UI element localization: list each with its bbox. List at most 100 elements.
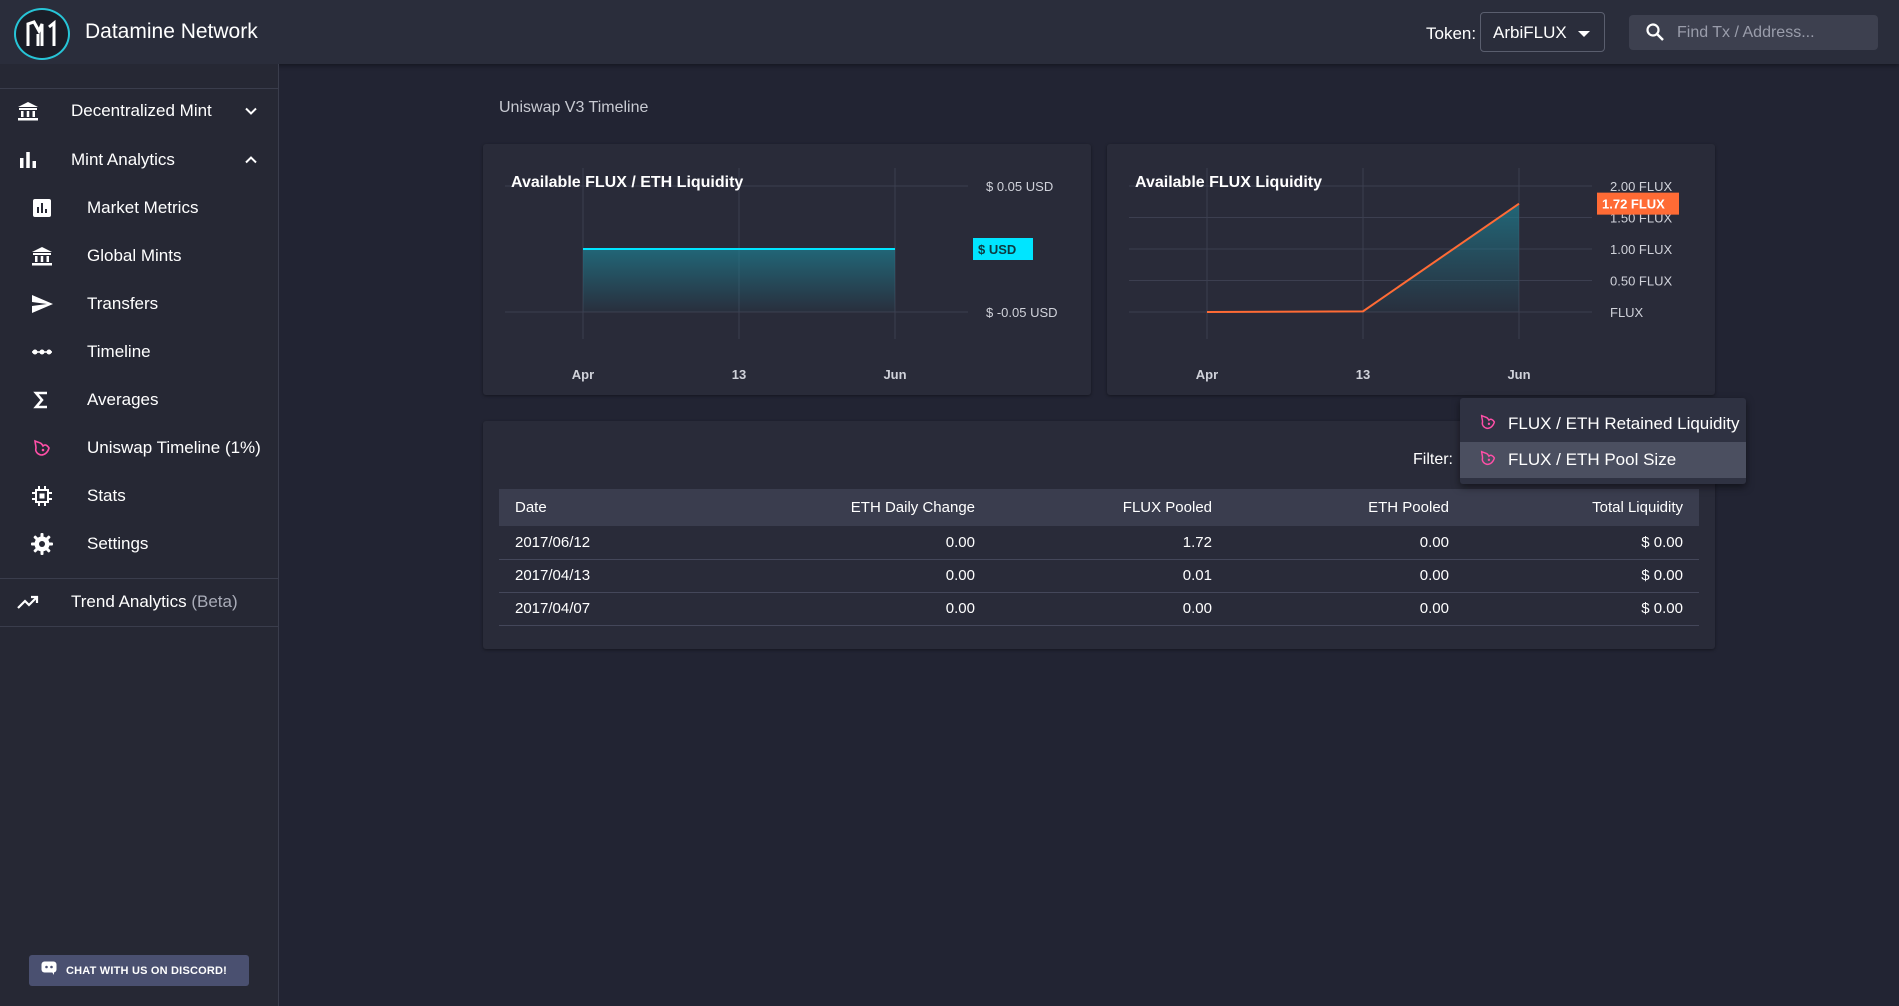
col-header-total-liquidity[interactable]: Total Liquidity	[1592, 499, 1683, 516]
sidebar: Decentralized Mint Mint Analytics Market…	[0, 64, 279, 1006]
chevron-up-icon	[242, 151, 260, 169]
page-title: Uniswap V3 Timeline	[499, 99, 649, 116]
sidebar-item-timeline[interactable]: Timeline	[0, 332, 279, 372]
search-icon	[1645, 22, 1665, 47]
cell-eth-daily-change: 0.00	[945, 600, 975, 617]
cell-date: 2017/04/13	[515, 567, 591, 584]
sigma-icon	[30, 388, 54, 412]
cell-eth-daily-change: 0.00	[945, 533, 975, 551]
caret-down-icon	[1578, 31, 1590, 37]
nav-group-label: Decentralized Mint	[71, 101, 212, 120]
sidebar-divider	[0, 88, 279, 89]
cell-eth-pooled: 0.00	[1419, 567, 1449, 584]
y-tick-label: 0.50 FLUX	[1610, 274, 1672, 289]
uniswap-icon	[30, 436, 54, 460]
sidebar-item-label: Global Mints	[87, 246, 182, 265]
nav-group-mint-analytics[interactable]: Mint Analytics	[0, 140, 279, 180]
filter-dropdown-menu: FLUX / ETH Retained Liquidity FLUX / ETH…	[1460, 398, 1746, 484]
uniswap-icon	[1478, 412, 1498, 437]
token-select-value: ArbiFLUX	[1493, 23, 1567, 42]
area-fill	[583, 249, 895, 312]
filter-option-label: FLUX / ETH Retained Liquidity	[1508, 414, 1740, 433]
y-tick-label: 1.00 FLUX	[1610, 242, 1672, 257]
discord-icon	[41, 961, 57, 980]
col-header-eth-pooled[interactable]: ETH Pooled	[1368, 499, 1449, 516]
filter-option-retained-liquidity[interactable]: FLUX / ETH Retained Liquidity	[1460, 406, 1746, 442]
discord-chat-button[interactable]: CHAT WITH US ON DISCORD!	[29, 955, 249, 986]
sidebar-divider	[0, 626, 279, 627]
nav-group-decentralized-mint[interactable]: Decentralized Mint	[0, 91, 279, 131]
sidebar-item-label: Market Metrics	[87, 198, 199, 217]
sidebar-item-label: Uniswap Timeline (1%)	[87, 438, 261, 457]
nav-group-label: Mint Analytics	[71, 150, 175, 169]
app-title[interactable]: Datamine Network	[85, 20, 258, 43]
chip-icon	[30, 484, 54, 508]
nav-trend-analytics[interactable]: Trend Analytics (Beta)	[0, 582, 279, 622]
col-header-flux-pooled[interactable]: FLUX Pooled	[1122, 499, 1212, 516]
bank-icon	[16, 99, 40, 123]
x-tick-label: 13	[1356, 367, 1370, 382]
col-header-date[interactable]: Date	[515, 499, 547, 516]
search-input[interactable]	[1677, 15, 1872, 50]
cell-total-liquidity: $ 0.00	[1641, 533, 1683, 551]
chart-card-flux-eth-liquidity: $ 0.05 USD $ -0.05 USD Apr 13 Jun $ USD Avail…	[483, 144, 1091, 395]
bank-icon	[30, 244, 54, 268]
sidebar-item-settings[interactable]: Settings	[0, 524, 279, 564]
table-row[interactable]: 2017/06/12 0.00 1.72 0.00 $ 0.00	[499, 526, 1699, 559]
bar-chart-icon	[16, 148, 40, 172]
send-icon	[30, 292, 54, 316]
sidebar-item-global-mints[interactable]: Global Mints	[0, 236, 279, 276]
x-tick-label: Jun	[883, 367, 906, 382]
sidebar-item-transfers[interactable]: Transfers	[0, 284, 279, 324]
table-row[interactable]: 2017/04/13 0.00 0.01 0.00 $ 0.00	[499, 559, 1699, 592]
cell-eth-pooled: 0.00	[1419, 533, 1449, 551]
token-label: Token:	[1426, 24, 1477, 43]
area-fill	[1207, 203, 1519, 312]
sidebar-item-label: Stats	[87, 486, 126, 505]
trend-label-text: Trend Analytics	[71, 592, 187, 611]
token-select[interactable]: ArbiFLUX	[1480, 12, 1605, 52]
chart-title: Available FLUX Liquidity	[1135, 174, 1322, 191]
sidebar-divider	[0, 578, 279, 579]
datamine-logo-icon[interactable]	[14, 8, 70, 60]
current-value-label: 1.72 FLUX	[1602, 197, 1665, 212]
trending-up-icon	[16, 590, 40, 614]
search-box[interactable]	[1629, 15, 1878, 50]
current-value-badge	[973, 238, 1033, 260]
cell-total-liquidity: $ 0.00	[1641, 567, 1683, 584]
sidebar-item-uniswap-timeline[interactable]: Uniswap Timeline (1%)	[0, 428, 279, 468]
y-tick-label: FLUX	[1610, 305, 1644, 320]
x-tick-label: 13	[732, 367, 746, 382]
beta-tag: (Beta)	[191, 592, 238, 611]
filter-option-label: FLUX / ETH Pool Size	[1508, 450, 1677, 469]
cell-date: 2017/06/12	[515, 533, 591, 551]
chart-card-flux-liquidity: 2.00 FLUX 1.50 FLUX 1.00 FLUX 0.50 FLUX FLUX…	[1107, 144, 1715, 395]
cell-eth-daily-change: 0.00	[945, 567, 975, 584]
y-tick-label: 2.00 FLUX	[1610, 179, 1672, 194]
cell-total-liquidity: $ 0.00	[1641, 600, 1683, 617]
chart-flux-eth-liquidity[interactable]: $ 0.05 USD $ -0.05 USD Apr 13 Jun $ USD	[483, 144, 1091, 395]
cell-flux-pooled: 0.00	[1182, 600, 1212, 617]
col-header-eth-daily-change[interactable]: ETH Daily Change	[850, 499, 975, 516]
y-tick-label: $ -0.05 USD	[986, 305, 1058, 320]
filter-label: Filter:	[1413, 451, 1453, 468]
sidebar-item-market-metrics[interactable]: Market Metrics	[0, 188, 279, 228]
nav-trend-label: Trend Analytics (Beta)	[71, 592, 238, 612]
top-bar: Datamine Network Token: ArbiFLUX	[0, 0, 1899, 64]
y-tick-label: $ 0.05 USD	[986, 179, 1053, 194]
cell-flux-pooled: 0.01	[1182, 567, 1212, 584]
sidebar-item-label: Settings	[87, 534, 149, 553]
sidebar-item-averages[interactable]: Averages	[0, 380, 279, 420]
filter-option-pool-size[interactable]: FLUX / ETH Pool Size	[1460, 442, 1746, 478]
timeline-icon	[30, 340, 54, 364]
table-row[interactable]: 2017/04/07 0.00 0.00 0.00 $ 0.00	[499, 592, 1699, 625]
sidebar-item-label: Transfers	[87, 294, 159, 313]
current-value-label: $ USD	[978, 242, 1016, 257]
sidebar-item-stats[interactable]: Stats	[0, 476, 279, 516]
x-tick-label: Apr	[1196, 367, 1218, 382]
chart-title: Available FLUX / ETH Liquidity	[511, 174, 744, 191]
liquidity-table: Date ETH Daily Change FLUX Pooled ETH Po…	[499, 489, 1699, 626]
cell-date: 2017/04/07	[515, 600, 591, 617]
cell-eth-pooled: 0.00	[1419, 600, 1449, 617]
